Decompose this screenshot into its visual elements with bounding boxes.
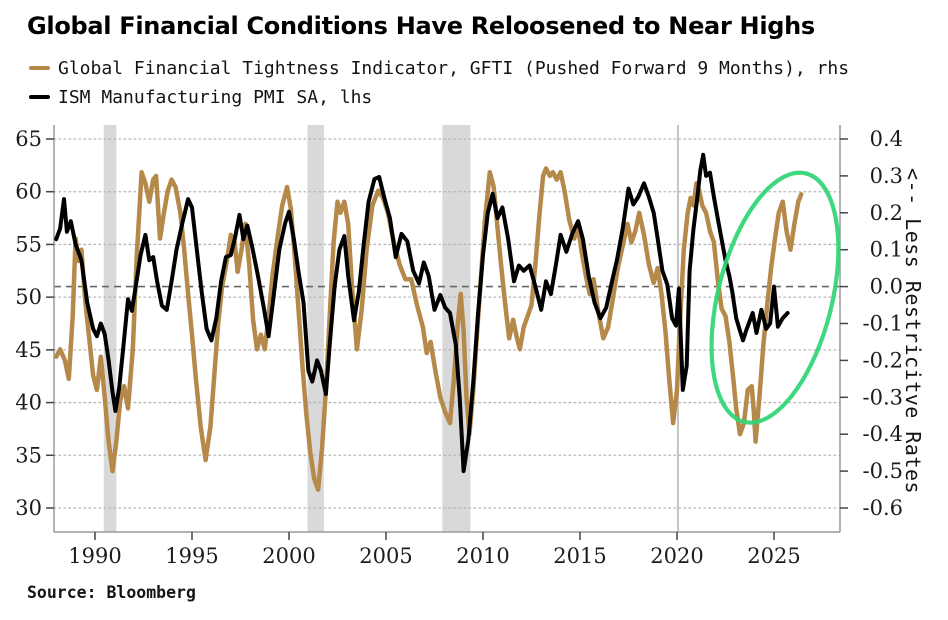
right-tick-label: -0.4 bbox=[863, 422, 904, 446]
right-axis-label: <-- Less Restricitve Rates bbox=[901, 168, 925, 495]
left-tick-label: 30 bbox=[15, 496, 42, 520]
right-tick-label: 0.4 bbox=[870, 127, 903, 151]
right-tick-label: 0.2 bbox=[870, 201, 903, 225]
x-tick-label: 1995 bbox=[165, 544, 218, 568]
gfti-line-swatch-icon bbox=[29, 65, 50, 71]
right-tick-label: 0.0 bbox=[870, 275, 903, 299]
right-tick-label: -0.6 bbox=[863, 496, 904, 520]
legend-label-gfti: Global Financial Tightness Indicator, GF… bbox=[58, 57, 850, 79]
gfti-series-line bbox=[53, 166, 804, 492]
ism-series-line bbox=[54, 152, 790, 474]
x-tick-label: 1990 bbox=[68, 544, 121, 568]
legend-label-ism: ISM Manufacturing PMI SA, lhs bbox=[58, 86, 373, 108]
right-tick-label: 0.1 bbox=[870, 238, 903, 262]
left-tick-label: 65 bbox=[15, 127, 42, 151]
right-tick-label: -0.5 bbox=[863, 459, 904, 483]
left-tick-label: 45 bbox=[15, 338, 42, 362]
legend-item-gfti: Global Financial Tightness Indicator, GF… bbox=[29, 57, 849, 79]
right-tick-label: -0.1 bbox=[863, 312, 904, 336]
left-tick-label: 35 bbox=[15, 443, 42, 467]
left-tick-label: 40 bbox=[15, 391, 42, 415]
ism-line-swatch-icon bbox=[29, 94, 50, 100]
right-tick-label: -0.2 bbox=[863, 348, 904, 372]
legend-item-ism: ISM Manufacturing PMI SA, lhs bbox=[29, 86, 849, 108]
recession-band bbox=[307, 125, 324, 532]
left-tick-label: 50 bbox=[15, 285, 42, 309]
x-tick-label: 2000 bbox=[262, 544, 315, 568]
chart-title: Global Financial Conditions Have Reloose… bbox=[27, 12, 815, 40]
x-tick-label: 2015 bbox=[553, 544, 606, 568]
left-tick-label: 55 bbox=[15, 232, 42, 256]
right-tick-label: 0.3 bbox=[870, 164, 903, 188]
x-tick-label: 2025 bbox=[747, 544, 800, 568]
right-tick-label: -0.3 bbox=[863, 385, 904, 409]
x-tick-label: 2005 bbox=[359, 544, 412, 568]
highlight-ellipse-annotation bbox=[709, 170, 841, 425]
legend: Global Financial Tightness Indicator, GF… bbox=[29, 57, 849, 115]
left-tick-label: 60 bbox=[15, 180, 42, 204]
x-tick-label: 2020 bbox=[650, 544, 703, 568]
x-tick-label: 2010 bbox=[456, 544, 509, 568]
source-note: Source: Bloomberg bbox=[27, 583, 196, 602]
